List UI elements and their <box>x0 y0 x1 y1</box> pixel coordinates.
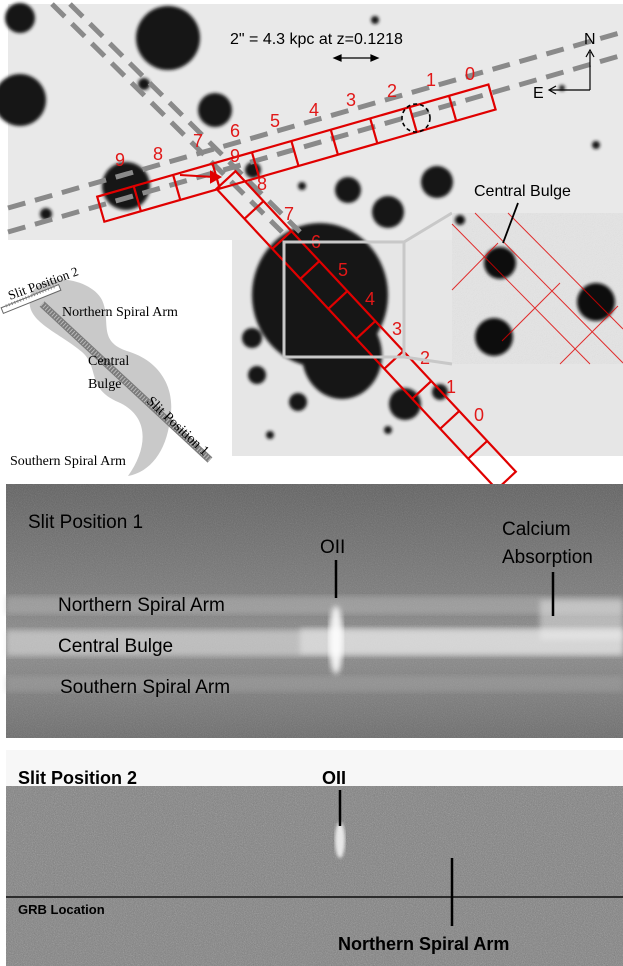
sketch-southern-arm-label: Southern Spiral Arm <box>10 454 126 469</box>
sketch-slit-2 <box>0 283 62 315</box>
spectrum-slit-1-panel: Slit Position 1 OII Calcium Absorption N… <box>6 484 623 738</box>
spectrum2-title: Slit Position 2 <box>18 768 137 788</box>
slit1-label-5: 5 <box>338 260 348 280</box>
sketch-slit-1 <box>39 301 213 463</box>
slit2-label-9: 9 <box>115 150 125 170</box>
slit-position-1-overlay: 9 8 7 6 5 4 3 2 1 0 <box>179 146 518 492</box>
spectrum1-title: Slit Position 1 <box>28 512 143 533</box>
slit1-label-3: 3 <box>392 319 402 339</box>
slit2-label-8: 8 <box>153 144 163 164</box>
slit1-label-9: 9 <box>230 146 240 166</box>
slit1-label-8: 8 <box>257 174 267 194</box>
slit1-label-0: 0 <box>474 405 484 425</box>
slit1-label-4: 4 <box>365 289 375 309</box>
slit1-label-2: 2 <box>420 348 430 368</box>
scale-bar <box>332 54 380 62</box>
slit2-label-6: 6 <box>230 121 240 141</box>
compass <box>547 48 595 95</box>
compass-north-label: N <box>584 31 596 48</box>
sky-image-panel: 2" = 4.3 kpc at z=0.1218 N E <box>0 2 623 492</box>
grb-location-circle <box>401 103 431 133</box>
sketch-bulge-label: Bulge <box>88 377 121 392</box>
spectrum2-oii-label: OII <box>322 768 346 788</box>
slit2-label-0: 0 <box>465 64 475 84</box>
spectrum1-oii-label: OII <box>320 537 345 558</box>
spectrum1-southern-arm-label: Southern Spiral Arm <box>60 677 230 698</box>
sketch-central-label: Central <box>88 354 129 369</box>
slit-guide-lines <box>7 2 623 235</box>
inset-central-bulge-label: Central Bulge <box>474 183 571 200</box>
slit1-label-7: 7 <box>284 204 294 224</box>
slit2-label-5: 5 <box>270 111 280 131</box>
spectrum1-central-bulge-label: Central Bulge <box>58 636 173 657</box>
zoom-box <box>282 240 406 359</box>
slit2-label-1: 1 <box>426 70 436 90</box>
oii-emission-2 <box>335 822 345 858</box>
slit2-label-4: 4 <box>309 100 319 120</box>
slit-position-2-overlay: 0 1 2 3 4 5 6 7 8 9 <box>95 64 497 224</box>
slit2-label-3: 3 <box>346 90 356 110</box>
galaxy-sketch: Slit Position 2 Northern Spiral Arm Cent… <box>0 240 232 482</box>
grb-arrow <box>179 170 223 184</box>
scale-label: 2" = 4.3 kpc at z=0.1218 <box>230 31 403 48</box>
central-bulge-inset: Central Bulge <box>451 183 623 365</box>
spectrum1-calcium-label: Calcium <box>502 519 571 540</box>
spectrum1-absorption-label: Absorption <box>502 547 593 568</box>
sketch-northern-arm-label: Northern Spiral Arm <box>62 305 178 320</box>
slit2-label-2: 2 <box>387 81 397 101</box>
oii-emission-1 <box>329 606 343 674</box>
spectrum2-northern-arm-label: Northern Spiral Arm <box>338 934 509 954</box>
spectrum-slit-2-panel: Slit Position 2 OII GRB Location Norther… <box>6 750 623 966</box>
compass-east-label: E <box>533 85 544 102</box>
spectrum1-northern-arm-label: Northern Spiral Arm <box>58 595 225 616</box>
slit2-label-7: 7 <box>193 131 203 151</box>
slit1-label-1: 1 <box>446 377 456 397</box>
inset-pointer-line <box>502 202 519 244</box>
zoom-connectors <box>403 211 453 366</box>
spectrum2-grb-location-label: GRB Location <box>18 902 105 917</box>
